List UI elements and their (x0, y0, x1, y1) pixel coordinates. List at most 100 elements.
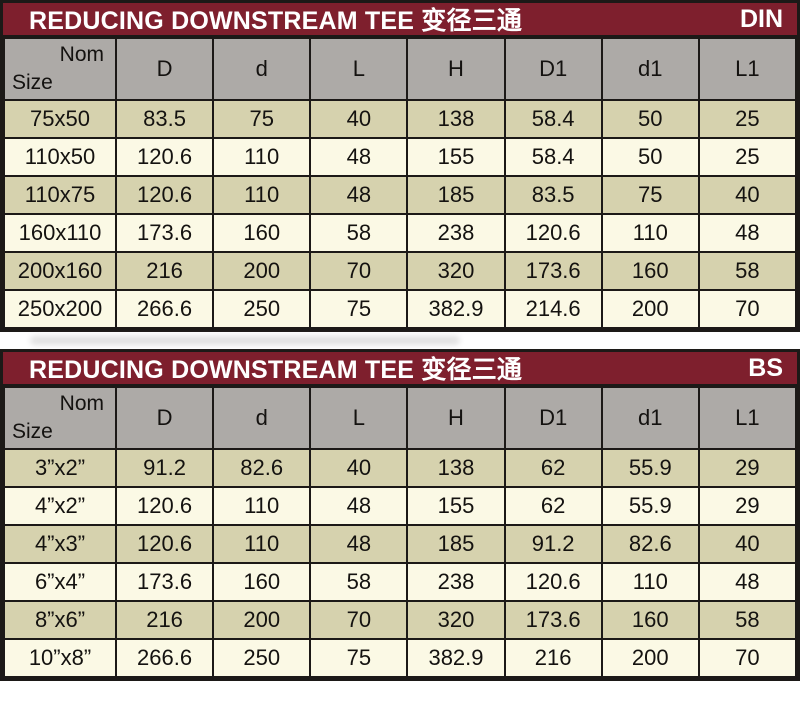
nom-size-cell: 110x50 (3, 137, 117, 177)
column-header: H (406, 386, 506, 450)
nom-size-cell: 3”x2” (3, 448, 117, 488)
value-cell: 70 (309, 600, 409, 640)
value-cell: 70 (697, 289, 798, 329)
corner-label-size: Size (12, 71, 53, 94)
value-cell: 25 (697, 99, 798, 139)
value-cell: 40 (309, 448, 409, 488)
nom-size-cell: 110x75 (3, 175, 117, 215)
column-header: D (114, 37, 215, 101)
nom-size-cell: 200x160 (3, 251, 117, 291)
scan-smudge (30, 336, 460, 345)
value-cell: 120.6 (114, 524, 215, 564)
value-cell: 214.6 (503, 289, 603, 329)
value-cell: 91.2 (114, 448, 215, 488)
column-header: D1 (503, 386, 603, 450)
value-cell: 185 (406, 524, 506, 564)
table-row: 200x160 216 200 70 320 173.6 160 58 (3, 251, 798, 291)
value-cell: 48 (309, 137, 409, 177)
column-header: d (212, 386, 312, 450)
table-row: 3”x2” 91.2 82.6 40 138 62 55.9 29 (3, 448, 798, 488)
value-cell: 238 (406, 213, 506, 253)
value-cell: 200 (600, 289, 700, 329)
value-cell: 48 (697, 213, 798, 253)
table-row: 110x75 120.6 110 48 185 83.5 75 40 (3, 175, 798, 215)
value-cell: 110 (212, 175, 312, 215)
value-cell: 173.6 (503, 251, 603, 291)
value-cell: 62 (503, 486, 603, 526)
value-cell: 200 (212, 600, 312, 640)
value-cell: 40 (309, 99, 409, 139)
table-row: 110x50 120.6 110 48 155 58.4 50 25 (3, 137, 798, 177)
value-cell: 155 (406, 137, 506, 177)
nom-size-cell: 4”x2” (3, 486, 117, 526)
value-cell: 110 (600, 562, 700, 602)
value-cell: 173.6 (114, 562, 215, 602)
corner-cell: Nom Size (3, 37, 117, 101)
value-cell: 160 (600, 600, 700, 640)
value-cell: 29 (697, 448, 798, 488)
value-cell: 250 (212, 289, 312, 329)
value-cell: 216 (503, 638, 603, 678)
value-cell: 250 (212, 638, 312, 678)
value-cell: 50 (600, 99, 700, 139)
value-cell: 48 (309, 486, 409, 526)
value-cell: 320 (406, 600, 506, 640)
nom-size-cell: 75x50 (3, 99, 117, 139)
column-header: D1 (503, 37, 603, 101)
table-row: 160x110 173.6 160 58 238 120.6 110 48 (3, 213, 798, 253)
value-cell: 160 (600, 251, 700, 291)
value-cell: 382.9 (406, 289, 506, 329)
value-cell: 110 (212, 137, 312, 177)
value-cell: 58 (309, 562, 409, 602)
value-cell: 70 (697, 638, 798, 678)
value-cell: 48 (697, 562, 798, 602)
column-header: L (309, 386, 409, 450)
corner-label-nom: Nom (59, 392, 104, 415)
value-cell: 160 (212, 562, 312, 602)
value-cell: 320 (406, 251, 506, 291)
value-cell: 138 (406, 448, 506, 488)
value-cell: 266.6 (114, 289, 215, 329)
value-cell: 120.6 (114, 486, 215, 526)
value-cell: 75 (309, 638, 409, 678)
table-row: 75x50 83.5 75 40 138 58.4 50 25 (3, 99, 798, 139)
nom-size-cell: 4”x3” (3, 524, 117, 564)
value-cell: 110 (212, 524, 312, 564)
value-cell: 173.6 (114, 213, 215, 253)
table-title: REDUCING DOWNSTREAM TEE 变径三通 (29, 356, 523, 384)
column-header: L1 (697, 386, 798, 450)
value-cell: 40 (697, 524, 798, 564)
value-cell: 173.6 (503, 600, 603, 640)
value-cell: 62 (503, 448, 603, 488)
standard-badge: BS (748, 353, 783, 382)
nom-size-cell: 10”x8” (3, 638, 117, 678)
din-title-bar: REDUCING DOWNSTREAM TEE 变径三通 DIN (3, 3, 797, 37)
value-cell: 55.9 (600, 486, 700, 526)
column-header: d1 (600, 37, 700, 101)
value-cell: 160 (212, 213, 312, 253)
corner-cell: Nom Size (3, 386, 117, 450)
value-cell: 120.6 (114, 175, 215, 215)
value-cell: 82.6 (600, 524, 700, 564)
value-cell: 75 (600, 175, 700, 215)
value-cell: 216 (114, 600, 215, 640)
value-cell: 238 (406, 562, 506, 602)
value-cell: 216 (114, 251, 215, 291)
value-cell: 200 (600, 638, 700, 678)
value-cell: 55.9 (600, 448, 700, 488)
value-cell: 200 (212, 251, 312, 291)
value-cell: 138 (406, 99, 506, 139)
value-cell: 120.6 (503, 562, 603, 602)
value-cell: 58.4 (503, 137, 603, 177)
bs-table-panel: REDUCING DOWNSTREAM TEE 变径三通 BS Nom Size… (0, 349, 800, 681)
column-header: D (114, 386, 215, 450)
nom-size-cell: 6”x4” (3, 562, 117, 602)
value-cell: 48 (309, 524, 409, 564)
value-cell: 382.9 (406, 638, 506, 678)
table-row: 4”x2” 120.6 110 48 155 62 55.9 29 (3, 486, 798, 526)
value-cell: 58 (309, 213, 409, 253)
value-cell: 58 (697, 600, 798, 640)
value-cell: 75 (212, 99, 312, 139)
